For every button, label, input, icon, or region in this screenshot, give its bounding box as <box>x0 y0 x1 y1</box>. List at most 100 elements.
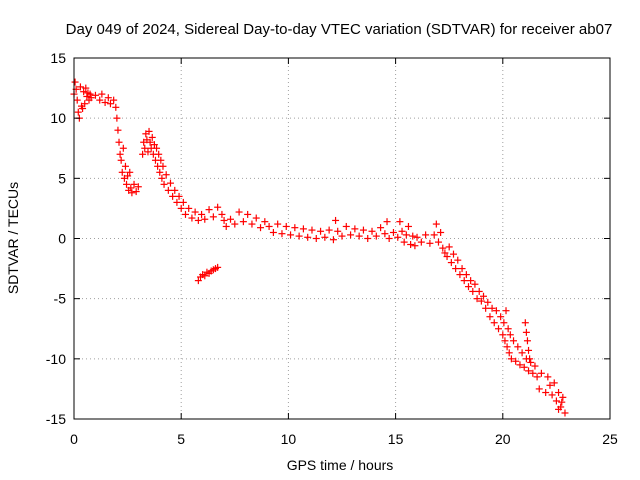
data-point <box>449 250 457 258</box>
data-point <box>413 233 421 241</box>
data-point <box>106 100 114 108</box>
data-point <box>535 385 543 393</box>
data-point <box>304 233 312 241</box>
data-point <box>166 179 174 187</box>
data-point <box>482 304 490 312</box>
data-point <box>156 168 164 176</box>
data-point <box>139 150 147 158</box>
data-point <box>559 393 567 401</box>
data-point <box>389 228 397 236</box>
data-point <box>411 242 419 250</box>
data-point <box>91 91 99 99</box>
y-tick-label: -5 <box>54 291 67 307</box>
data-point <box>430 231 438 239</box>
data-point <box>502 307 510 315</box>
data-point <box>80 88 88 96</box>
data-point <box>73 96 81 104</box>
data-point <box>394 233 402 241</box>
data-series <box>70 78 569 417</box>
data-point <box>155 150 163 158</box>
data-point <box>525 367 533 375</box>
data-point <box>274 220 282 228</box>
data-point <box>521 319 529 327</box>
data-point <box>321 233 329 241</box>
x-tick-label: 15 <box>388 431 404 447</box>
data-point <box>342 222 350 230</box>
data-point <box>518 349 526 357</box>
data-point <box>312 235 320 242</box>
data-point <box>181 210 189 218</box>
data-point <box>134 183 142 191</box>
axis-ticks <box>73 57 611 420</box>
data-point <box>439 244 447 252</box>
data-point <box>525 346 533 354</box>
data-point <box>177 204 185 212</box>
data-point <box>550 379 558 387</box>
data-point <box>227 215 235 223</box>
data-point <box>157 156 165 164</box>
data-point <box>128 189 136 197</box>
data-point <box>520 363 528 371</box>
data-point <box>198 210 206 218</box>
data-point <box>529 369 537 377</box>
data-point <box>531 362 539 370</box>
data-point <box>220 216 228 224</box>
data-point <box>368 227 376 235</box>
x-tick-label: 5 <box>177 431 185 447</box>
data-point <box>160 180 168 188</box>
data-point <box>504 325 512 333</box>
data-point <box>153 144 161 152</box>
data-point <box>74 108 82 116</box>
data-point <box>214 263 222 271</box>
data-point <box>398 227 406 235</box>
data-point <box>488 304 496 312</box>
y-tick-label: 0 <box>58 231 66 247</box>
data-point <box>214 203 222 211</box>
data-point <box>471 280 479 288</box>
data-point <box>146 138 154 146</box>
data-point <box>434 238 442 246</box>
data-point <box>278 230 286 238</box>
data-point <box>76 83 84 91</box>
data-point <box>282 222 290 230</box>
data-point <box>396 218 404 226</box>
data-point <box>79 105 87 113</box>
data-point <box>299 225 307 233</box>
data-point <box>533 373 541 381</box>
data-point <box>445 243 453 251</box>
data-point <box>126 168 134 176</box>
data-point <box>377 224 385 232</box>
data-point <box>510 337 518 345</box>
data-point <box>185 204 193 212</box>
data-point <box>188 214 196 222</box>
data-point <box>441 249 449 257</box>
data-point <box>158 174 166 182</box>
data-point <box>480 292 488 300</box>
data-point <box>381 230 389 238</box>
data-point <box>452 265 460 273</box>
data-point <box>141 144 149 152</box>
data-point <box>171 186 179 194</box>
data-point <box>115 138 123 146</box>
data-point <box>497 313 505 321</box>
data-point <box>96 96 104 104</box>
data-point <box>486 313 494 321</box>
data-point <box>291 224 299 232</box>
y-tick-labels: -15 -10 -5 0 5 10 15 <box>46 50 66 427</box>
data-point <box>495 325 503 333</box>
data-point <box>127 184 135 192</box>
data-point <box>169 192 177 200</box>
data-point <box>359 226 367 234</box>
data-point <box>546 381 554 389</box>
data-point <box>130 180 138 188</box>
data-point <box>269 228 277 236</box>
data-point <box>261 218 269 226</box>
data-point <box>98 90 106 98</box>
data-point <box>402 231 410 239</box>
data-point <box>101 99 109 107</box>
data-point <box>222 222 230 230</box>
data-point <box>447 259 455 267</box>
data-point <box>467 277 475 285</box>
data-point <box>558 398 566 406</box>
data-point <box>555 405 563 413</box>
